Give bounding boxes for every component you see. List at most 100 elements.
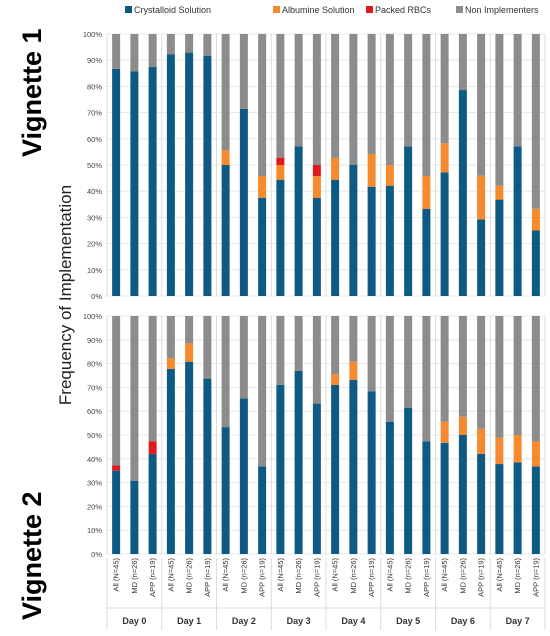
bar-crystalloid-2-18 [422,441,431,554]
bar-non-implementers-1-14 [349,34,358,165]
y-tick-label-1-0: 0% [91,292,102,301]
bar-crystalloid-1-2 [130,71,139,296]
bar-crystalloid-2-21 [477,453,486,554]
bar-crystalloid-2-3 [148,453,157,554]
y-tick-label-2-6: 60% [87,407,102,416]
x-bar-label-3: APP (n=19) [148,558,157,597]
bar-albumine-2-22 [495,437,504,465]
x-bar-label-12: APP (n=19) [312,558,321,597]
bar-crystalloid-2-8 [239,398,248,554]
bar-albumine-1-19 [440,143,449,173]
y-tick-label-2-8: 80% [87,360,102,369]
bar-rbc-1-12 [312,165,321,177]
bar-non-implementers-2-17 [404,316,413,408]
bar-rbc-2-3 [148,441,157,454]
x-group-label-1: Day 0 [122,616,146,626]
bar-albumine-1-22 [495,185,504,200]
x-bar-label-7: All (N=45) [221,558,230,592]
x-bar-label-22: All (N=45) [495,558,504,592]
bar-non-implementers-1-5 [185,34,194,53]
bar-non-implementers-2-20 [458,316,467,417]
x-group-label-6: Day 5 [396,616,420,626]
bar-crystalloid-1-17 [404,146,413,296]
bar-non-implementers-2-2 [130,316,139,481]
y-tick-label-1-2: 20% [87,240,102,249]
x-bar-label-6: APP (n=19) [203,558,212,597]
bar-non-implementers-1-6 [203,34,212,56]
bar-crystalloid-1-1 [112,68,121,296]
y-tick-label-2-2: 20% [87,502,102,511]
bar-non-implementers-1-22 [495,34,504,186]
x-group-label-5: Day 4 [341,616,365,626]
bar-non-implementers-2-7 [221,316,230,428]
bar-albumine-2-19 [440,421,449,443]
y-tick-label-1-10: 100% [83,30,103,39]
legend-label-4: Non Implementers [465,5,539,15]
bar-crystalloid-2-10 [276,384,285,554]
bar-non-implementers-2-21 [477,316,486,429]
bar-crystalloid-2-12 [312,403,321,554]
bar-non-implementers-1-1 [112,34,121,69]
bar-non-implementers-1-12 [312,34,321,165]
y-tick-label-1-6: 60% [87,135,102,144]
bar-crystalloid-2-15 [367,391,376,554]
bar-non-implementers-2-16 [385,316,394,422]
x-bar-label-15: APP (n=19) [367,558,376,597]
y-tick-label-1-4: 40% [87,187,102,196]
bar-albumine-1-13 [331,157,340,180]
bar-albumine-2-4 [166,358,175,369]
bar-albumine-2-13 [331,374,340,385]
bar-crystalloid-1-19 [440,172,449,296]
x-bar-label-17: MD (n=26) [404,558,413,594]
bar-crystalloid-2-5 [185,361,194,554]
bar-non-implementers-1-24 [531,34,540,209]
bar-non-implementers-2-19 [440,316,449,422]
legend-label-2: Albumine Solution [282,5,355,15]
bar-crystalloid-1-6 [203,55,212,296]
bar-non-implementers-2-14 [349,316,358,362]
bar-albumine-2-5 [185,343,194,362]
bar-non-implementers-2-12 [312,316,321,404]
bar-crystalloid-1-20 [458,90,467,297]
bar-albumine-1-24 [531,208,540,231]
y-tick-label-2-5: 50% [87,431,102,440]
bar-crystalloid-1-14 [349,165,358,296]
bar-non-implementers-2-5 [185,316,194,344]
x-bar-label-23: MD (n=26) [513,558,522,594]
x-bar-label-8: MD (n=26) [239,558,248,594]
legend-swatch-1 [125,6,132,13]
y-tick-label-2-3: 30% [87,479,102,488]
bar-albumine-1-18 [422,176,431,209]
legend-swatch-2 [273,6,280,13]
x-bar-label-9: APP (n=19) [258,558,267,597]
bar-non-implementers-2-9 [258,316,267,467]
bar-crystalloid-2-2 [130,480,139,554]
x-bar-label-13: All (N=45) [331,558,340,592]
bar-crystalloid-1-23 [513,146,522,296]
bar-crystalloid-1-11 [294,146,303,296]
y-tick-label-2-4: 40% [87,455,102,464]
bar-albumine-1-9 [258,176,267,198]
bar-non-implementers-1-18 [422,34,431,177]
bar-non-implementers-1-8 [239,34,248,109]
legend-label-3: Packed RBCs [375,5,432,15]
bar-crystalloid-2-19 [440,442,449,554]
x-bar-label-5: MD (n=26) [185,558,194,594]
bar-crystalloid-2-14 [349,380,358,554]
bar-albumine-1-12 [312,176,321,198]
bar-albumine-2-14 [349,361,358,381]
bar-crystalloid-1-5 [185,52,194,296]
bar-albumine-1-16 [385,165,394,186]
x-group-label-8: Day 7 [506,616,530,626]
bar-crystalloid-2-17 [404,407,413,554]
y-tick-label-1-8: 80% [87,82,102,91]
bar-crystalloid-1-3 [148,66,157,296]
bar-non-implementers-1-3 [148,34,157,67]
vignette-label-2: Vignette 2 [17,491,47,620]
x-group-label-4: Day 3 [287,616,311,626]
bar-non-implementers-2-24 [531,316,540,442]
y-tick-label-2-7: 70% [87,383,102,392]
bar-albumine-1-15 [367,153,376,187]
legend-label-1: Crystalloid Solution [134,5,211,15]
bar-non-implementers-1-20 [458,34,467,91]
